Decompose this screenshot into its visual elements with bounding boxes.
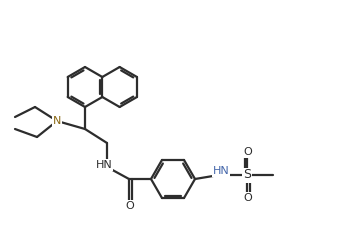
Text: O: O	[244, 147, 252, 157]
Text: HN: HN	[213, 166, 229, 176]
Text: O: O	[244, 193, 252, 203]
Text: HN: HN	[96, 160, 112, 170]
Text: N: N	[53, 116, 61, 126]
Text: S: S	[243, 169, 251, 181]
Text: O: O	[126, 201, 134, 211]
